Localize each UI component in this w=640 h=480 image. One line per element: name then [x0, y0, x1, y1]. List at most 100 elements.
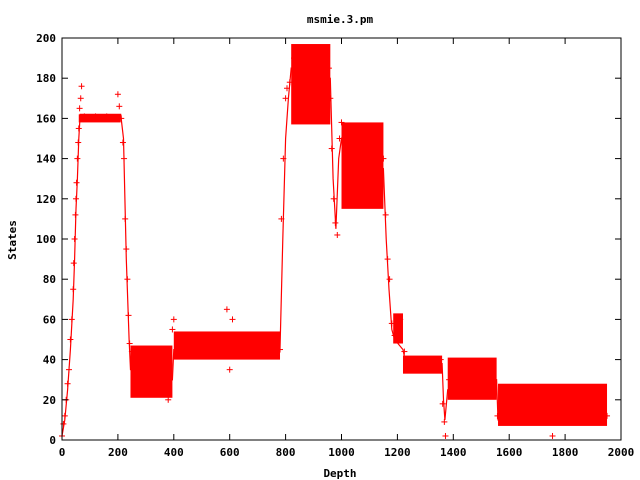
data-point-57 — [330, 195, 337, 202]
data-trace — [61, 67, 607, 437]
chart-title: msmie.3.pm — [307, 13, 374, 26]
data-point-6 — [67, 336, 74, 343]
data-point-16 — [75, 125, 82, 132]
data-band-6 — [402, 355, 443, 374]
x-tick-label-4: 800 — [276, 446, 296, 459]
data-point-49 — [283, 85, 290, 92]
data-point-84 — [562, 392, 569, 399]
data-point-41 — [223, 306, 230, 313]
data-point-21 — [92, 113, 99, 120]
data-point-64 — [380, 155, 387, 162]
data-point-9 — [70, 260, 77, 267]
data-point-40 — [198, 346, 205, 353]
data-point-23 — [114, 91, 121, 98]
y-tick-label-4: 80 — [43, 273, 56, 286]
data-point-52 — [302, 45, 309, 52]
data-point-48 — [282, 95, 289, 102]
data-point-32 — [126, 340, 133, 347]
plot-area — [59, 44, 611, 439]
data-point-44 — [254, 340, 261, 347]
y-tick-label-6: 120 — [36, 193, 56, 206]
data-point-35 — [156, 376, 163, 383]
axis-ticks: 0 200 400 600 800 1000 1200 1400 1600 1800 2000 0 20… — [36, 32, 634, 459]
data-point-60 — [336, 135, 343, 142]
data-point-12 — [72, 195, 79, 202]
data-point-76 — [442, 432, 449, 439]
data-point-59 — [334, 231, 341, 238]
x-tick-label-10: 2000 — [608, 446, 635, 459]
x-tick-label-0: 0 — [59, 446, 66, 459]
data-point-33 — [128, 348, 135, 355]
data-point-61 — [338, 119, 345, 126]
data-point-71 — [401, 348, 408, 355]
data-point-79 — [489, 380, 496, 387]
data-point-86 — [604, 412, 611, 419]
data-point-14 — [74, 155, 81, 162]
data-point-66 — [384, 256, 391, 263]
data-point-34 — [142, 386, 149, 393]
data-point-26 — [119, 139, 126, 146]
data-point-18 — [77, 95, 84, 102]
data-point-5 — [65, 366, 72, 373]
data-band-3 — [291, 44, 331, 125]
data-point-42 — [226, 366, 233, 373]
data-point-47 — [280, 155, 287, 162]
data-band-8 — [498, 383, 608, 426]
data-point-83 — [549, 432, 556, 439]
data-point-78 — [464, 366, 471, 373]
data-point-74 — [439, 400, 446, 407]
x-tick-label-5: 1000 — [328, 446, 355, 459]
x-axis-label: Depth — [323, 467, 356, 480]
data-point-82 — [534, 406, 541, 413]
x-tick-label-1: 200 — [108, 446, 128, 459]
data-point-70 — [397, 316, 404, 323]
data-point-13 — [73, 179, 80, 186]
data-point-77 — [446, 376, 453, 383]
data-band-7 — [447, 357, 497, 400]
data-point-25 — [118, 115, 125, 122]
x-tick-label-9: 1800 — [552, 446, 579, 459]
data-point-31 — [125, 312, 132, 319]
data-point-55 — [327, 95, 334, 102]
data-point-58 — [332, 219, 339, 226]
data-band-0 — [78, 114, 121, 123]
data-point-22 — [103, 113, 110, 120]
data-point-4 — [64, 380, 71, 387]
data-point-54 — [325, 65, 332, 72]
x-tick-label-3: 600 — [220, 446, 240, 459]
data-point-68 — [388, 320, 395, 327]
data-point-36 — [165, 396, 172, 403]
data-point-30 — [124, 276, 131, 283]
y-tick-label-3: 60 — [43, 313, 56, 326]
data-band-4 — [341, 122, 384, 209]
data-point-63 — [372, 135, 379, 142]
data-point-75 — [441, 418, 448, 425]
y-tick-label-7: 140 — [36, 153, 56, 166]
data-point-46 — [278, 215, 285, 222]
data-point-62 — [352, 175, 359, 182]
data-point-45 — [277, 346, 284, 353]
x-tick-label-8: 1600 — [496, 446, 523, 459]
data-point-27 — [121, 155, 128, 162]
data-point-72 — [422, 360, 429, 367]
data-band-2 — [173, 331, 281, 360]
data-point-50 — [286, 79, 293, 86]
data-point-8 — [70, 286, 77, 293]
x-tick-label-7: 1400 — [440, 446, 467, 459]
y-tick-label-2: 40 — [43, 354, 56, 367]
data-point-2 — [61, 412, 68, 419]
data-point-38 — [170, 316, 177, 323]
data-point-43 — [229, 316, 236, 323]
data-point-80 — [494, 412, 501, 419]
data-point-56 — [328, 145, 335, 152]
data-point-65 — [382, 211, 389, 218]
y-axis-label: States — [6, 220, 19, 260]
data-point-28 — [122, 215, 129, 222]
data-point-24 — [116, 103, 123, 110]
data-point-11 — [72, 211, 79, 218]
data-point-37 — [169, 326, 176, 333]
data-point-69 — [391, 332, 398, 339]
data-band-5 — [393, 313, 403, 344]
data-point-29 — [123, 246, 130, 253]
